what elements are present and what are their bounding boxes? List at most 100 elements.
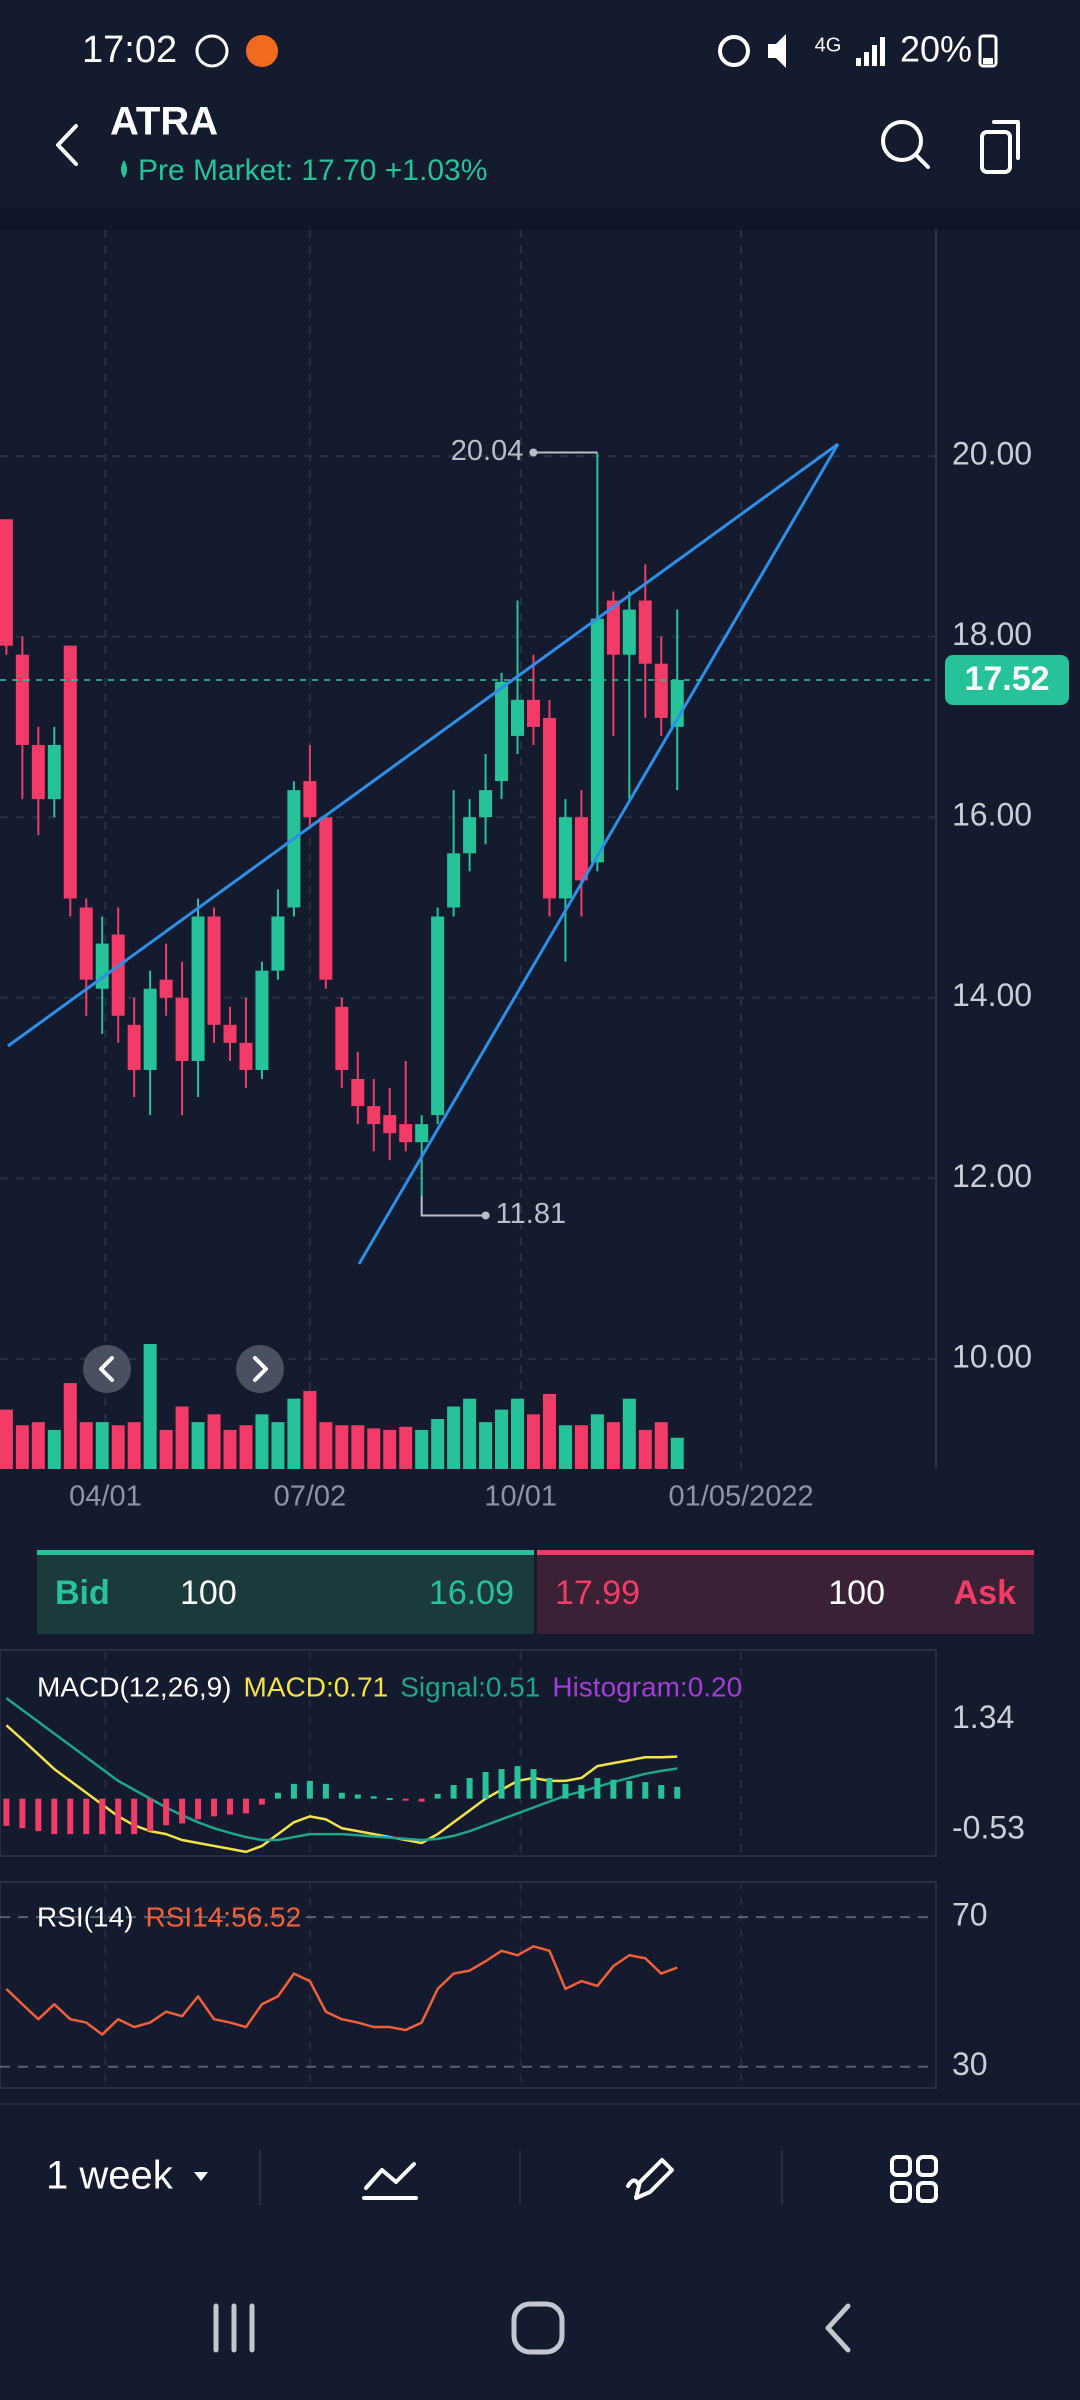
histogram-bar (179, 1798, 186, 1824)
histogram-bar (450, 1785, 457, 1799)
histogram-bar (274, 1792, 281, 1799)
histogram-bar (306, 1780, 313, 1799)
low-marker-line (420, 1195, 486, 1217)
candle-body (399, 1124, 413, 1143)
draw-button[interactable] (626, 2158, 674, 2200)
histogram-bar (258, 1798, 265, 1805)
candle-body (638, 600, 652, 664)
histogram-bar (131, 1798, 138, 1835)
volume-bar (191, 1422, 205, 1469)
volume-bar (127, 1422, 141, 1469)
volume-bar (47, 1429, 61, 1469)
candle-body (463, 817, 477, 854)
histogram-bar (67, 1798, 74, 1835)
histogram-bar (434, 1793, 441, 1799)
candle-body (606, 600, 620, 655)
histogram-bar (482, 1772, 489, 1799)
recents-button[interactable] (213, 2303, 255, 2353)
toolbar: 1 week (0, 2103, 1080, 2205)
volume-bar (542, 1394, 556, 1469)
histogram-bar (99, 1798, 106, 1835)
volume-bar (463, 1398, 477, 1469)
volume-bar (207, 1414, 221, 1469)
candle-body (431, 916, 445, 1116)
volume-bar (606, 1422, 620, 1469)
volume-bar (526, 1414, 540, 1469)
price-grid: 10.00 12.00 14.00 16.00 18.00 20.00 04/01 07/02… (0, 230, 1032, 1513)
volume-bar (415, 1429, 429, 1469)
ask-box (537, 1550, 1034, 1634)
trend-lines (7, 442, 840, 1265)
more-button-part (916, 2181, 938, 2203)
clock: 17:02 (82, 29, 177, 71)
indicators-button[interactable] (362, 2162, 418, 2200)
histogram-bar (546, 1777, 553, 1799)
histogram-bar (418, 1798, 425, 1802)
volume-bar (303, 1390, 317, 1469)
histogram-bar (290, 1783, 297, 1799)
search-button[interactable] (881, 120, 930, 169)
candle-body (303, 781, 317, 818)
scroll-right-button-part (236, 1345, 284, 1393)
candle-body (271, 916, 285, 971)
volume-bar (319, 1422, 333, 1469)
bid-box (37, 1550, 534, 1634)
histogram-bar (642, 1782, 649, 1799)
candle-body (351, 1079, 365, 1107)
candle-body (335, 1006, 349, 1070)
candle-body (95, 943, 109, 989)
volume-bar (479, 1422, 493, 1469)
candle-body (526, 699, 540, 727)
signal-icon-part (856, 58, 861, 66)
signal-icon (856, 37, 885, 66)
scroll-right-button[interactable] (236, 1345, 284, 1393)
system-back-button[interactable] (825, 2303, 851, 2353)
interval-selector[interactable]: 1 week (46, 2154, 208, 2198)
histogram-bar (370, 1796, 377, 1799)
histogram-bar (19, 1798, 26, 1829)
last-price-badge (945, 654, 1069, 705)
candle-body (542, 717, 556, 899)
candle-body (415, 1124, 429, 1143)
indicator-title: MACD(12,26,9) (37, 1671, 232, 1702)
y-tick-label: 14.00 (952, 977, 1032, 1013)
more-button[interactable] (890, 2155, 938, 2203)
y-tick-label: 70 (952, 1897, 988, 1933)
draw-button-part (626, 2178, 640, 2188)
more-button-part (890, 2181, 912, 2203)
interval-selector-part (194, 2172, 208, 2181)
home-button[interactable] (511, 2301, 565, 2355)
volume-bar (351, 1425, 365, 1469)
back-button[interactable] (56, 124, 78, 166)
bid-ask-bar: Bid 100 16.09 17.99 100 Ask (37, 1550, 1034, 1634)
histogram-bar (338, 1792, 345, 1799)
pre-market-icon (121, 160, 127, 178)
candle-body (223, 1024, 237, 1043)
x-tick-label: 04/01 (69, 1481, 142, 1513)
macd-panel (0, 1649, 937, 1857)
battery-icon (978, 34, 998, 68)
histogram-bar (674, 1786, 681, 1799)
volume-bar (558, 1425, 572, 1469)
scroll-left-button-part (83, 1345, 131, 1393)
volume-bar (590, 1414, 604, 1469)
candle-body (79, 907, 93, 980)
candle-body (111, 934, 125, 1016)
scroll-left-button[interactable] (83, 1345, 131, 1393)
candle-body (558, 817, 572, 899)
more-button-part (916, 2155, 938, 2177)
candle-body (367, 1106, 381, 1125)
histogram-bar (147, 1798, 154, 1832)
price-marks (0, 452, 684, 1469)
candle-body (622, 609, 636, 655)
price-overlay: 17.52 20.04 11.81 (0, 435, 1069, 1230)
legend-entry: MACD:0.71 (244, 1671, 389, 1702)
bid-price: 16.09 (429, 1574, 514, 1612)
volume-bar (622, 1398, 636, 1469)
share-button[interactable] (980, 120, 1020, 174)
search-button-part (881, 120, 923, 162)
high-marker-label: 20.04 (451, 435, 524, 467)
